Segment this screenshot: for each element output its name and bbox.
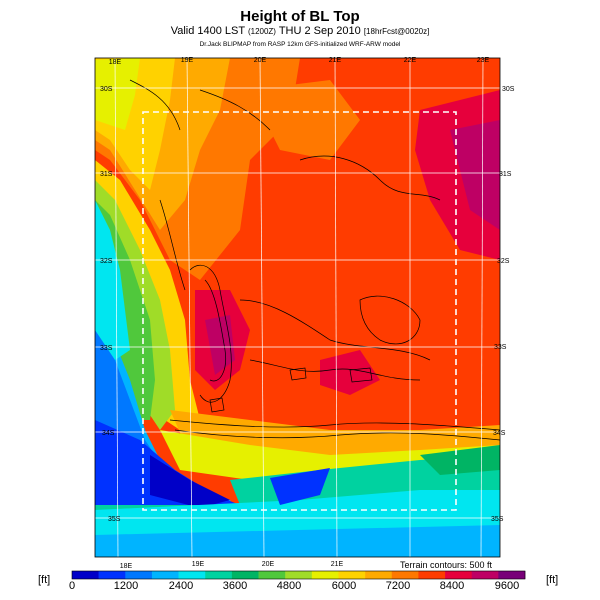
lon-label-top: 20E [254, 57, 267, 64]
colorbar-swatch [498, 571, 526, 579]
colorbar-swatch [205, 571, 233, 579]
lat-label-left: 34S [102, 430, 115, 437]
colorbar-swatch [418, 571, 446, 579]
valid-time-main: Valid 1400 LST [170, 25, 245, 37]
colorbar-swatch [258, 571, 286, 579]
colorbar-swatch [365, 571, 393, 579]
colorbar-border [71, 570, 526, 580]
colorbar-label: 2400 [168, 580, 194, 592]
colorbar-swatch [231, 571, 259, 579]
colorbar-label: 0 [68, 580, 76, 592]
colorbar-label: 6000 [331, 580, 357, 592]
model-credit: Dr.Jack BLIPMAP from RASP 12km GFS-initi… [199, 41, 401, 48]
bl-height-field [95, 58, 500, 557]
colorbar-swatch [125, 571, 153, 579]
colorbar-swatch [98, 571, 126, 579]
colorbar-swatch [391, 571, 419, 579]
colorbar-swatch [178, 571, 206, 579]
valid-time-utc: (1200Z) [247, 27, 276, 36]
terrain-contours-note: Terrain contours: 500 ft [400, 560, 493, 570]
lat-label-left: 33S [100, 345, 113, 352]
lon-label-top: 23E [477, 57, 490, 64]
colorbar-label: 9600 [494, 580, 520, 592]
colorbar-label: 1200 [113, 580, 139, 592]
lat-label-left: 35S [108, 516, 121, 523]
lat-label-left: 32S [100, 258, 113, 265]
lon-label-bottom: 18E [120, 563, 133, 570]
forecast-info: [18hrFcst@0020z] [363, 27, 430, 36]
colorbar-swatch [445, 571, 473, 579]
lon-label-top: 21E [329, 57, 342, 64]
colorbar-unit-right: [ft] [546, 574, 559, 586]
colorbar-label: 3600 [222, 580, 248, 592]
lon-label-bottom: 19E [192, 561, 205, 568]
lat-label-right: 30S [502, 86, 515, 93]
lat-label-right: 34S [493, 430, 506, 437]
colorbar-swatch [151, 571, 179, 579]
colorbar [71, 570, 526, 580]
lon-label-bottom: 20E [262, 561, 275, 568]
lon-label-top: 19E [181, 57, 194, 64]
lon-label-top: 22E [404, 57, 417, 64]
lat-label-right: 32S [497, 258, 510, 265]
valid-time: Valid 1400 LST (1200Z) THU 2 Sep 2010 [1… [0, 25, 600, 37]
lat-label-right: 33S [494, 344, 507, 351]
colorbar-label: 4800 [276, 580, 302, 592]
lon-label-top: 18E [109, 59, 122, 66]
colorbar-swatch [338, 571, 366, 579]
colorbar-unit-left: [ft] [38, 574, 51, 586]
map-title: Height of BL Top [240, 8, 360, 25]
colorbar-swatch [72, 571, 99, 579]
lat-label-left: 30S [100, 86, 113, 93]
colorbar-swatch [285, 571, 313, 579]
colorbar-label: 8400 [439, 580, 465, 592]
lon-label-bottom: 21E [331, 561, 344, 568]
lat-label-right: 31S [499, 171, 512, 178]
colorbar-swatch [471, 571, 499, 579]
colorbar-swatch [311, 571, 339, 579]
colorbar-label: 7200 [385, 580, 411, 592]
lat-label-left: 31S [100, 171, 113, 178]
lat-label-right: 35S [491, 516, 504, 523]
valid-date: THU 2 Sep 2010 [278, 25, 361, 37]
